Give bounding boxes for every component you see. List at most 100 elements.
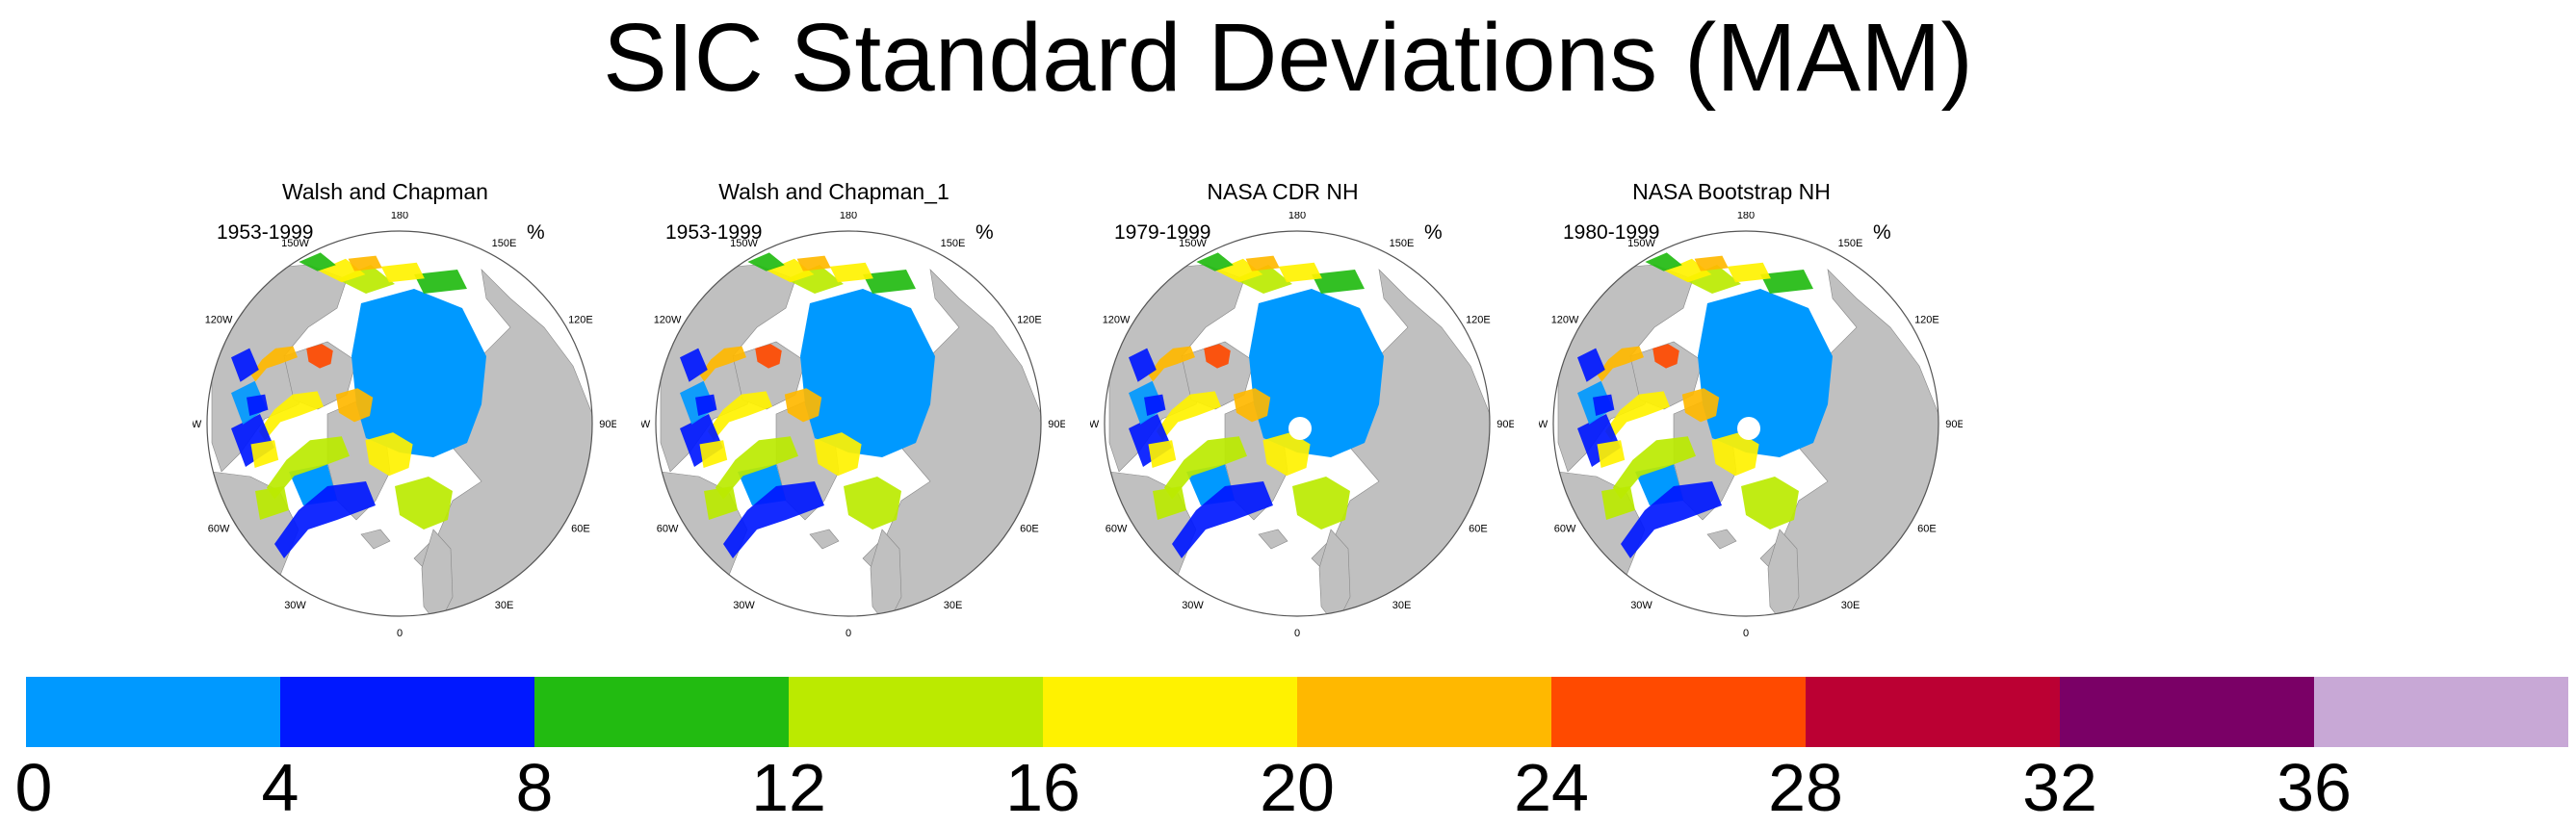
sd-band — [1604, 391, 1670, 441]
longitude-label: 180 — [1288, 212, 1306, 221]
sd-band — [1233, 388, 1271, 423]
sd-band — [1652, 344, 1679, 369]
longitude-label: 0 — [846, 628, 851, 639]
sd-band — [258, 391, 324, 441]
sd-band — [863, 270, 916, 294]
longitude-label: 180 — [840, 212, 857, 221]
sd-band — [318, 258, 366, 283]
land-mass — [360, 529, 391, 550]
sd-band — [274, 481, 376, 558]
longitude-label: 90W — [641, 419, 651, 430]
sd-band — [380, 262, 425, 283]
sd-band — [1215, 258, 1263, 283]
sd-band — [829, 262, 873, 283]
sd-band — [1196, 252, 1234, 271]
sd-band — [1577, 348, 1605, 382]
longitude-label: 0 — [1294, 628, 1300, 639]
longitude-label: 30W — [1182, 600, 1204, 611]
polar-map: 180 150E 120E 90E 60E 30E 0 30W 60W 90W 120W 150W — [1539, 212, 1963, 639]
page-title: SIC Standard Deviations (MAM) — [603, 4, 1973, 112]
longitude-label: 150W — [730, 238, 758, 249]
sd-band — [1727, 262, 1771, 283]
sd-band — [1612, 436, 1696, 500]
colorbar-segment — [1043, 677, 1298, 747]
sd-band — [1741, 477, 1799, 530]
longitude-label: 150E — [1838, 238, 1863, 249]
longitude-label: 180 — [1737, 212, 1755, 221]
colorbar-tick-label: 32 — [2022, 750, 2097, 825]
sd-band — [1172, 481, 1273, 558]
panel-title: Walsh and Chapman — [282, 179, 488, 204]
sd-band — [1760, 270, 1813, 294]
colorbar-segment — [1806, 677, 2061, 747]
longitude-label: 150E — [492, 238, 517, 249]
map-boundary — [1104, 230, 1491, 617]
longitude-label: 90W — [1090, 419, 1100, 430]
longitude-label: 90W — [193, 419, 202, 430]
sd-band — [814, 432, 862, 477]
longitude-label: 60W — [1554, 524, 1576, 535]
sd-band — [1245, 255, 1280, 271]
longitude-label: 30W — [1630, 600, 1652, 611]
sd-band — [1235, 265, 1292, 294]
sd-band — [723, 481, 824, 558]
sd-band — [796, 255, 831, 271]
sd-band — [1683, 265, 1741, 294]
sd-band — [1593, 394, 1615, 416]
panel-units: % — [1424, 221, 1443, 244]
sd-band — [695, 394, 717, 416]
colorbar-segment — [1297, 677, 1552, 747]
colorbar-segment — [26, 677, 281, 747]
longitude-label: 30W — [733, 600, 755, 611]
colorbar-tick-label: 24 — [1514, 750, 1589, 825]
longitude-label: 60E — [1469, 524, 1488, 535]
longitude-label: 90E — [1048, 419, 1065, 430]
sd-band — [1204, 344, 1231, 369]
sd-band — [784, 388, 822, 423]
map-boundary — [1552, 230, 1939, 617]
longitude-label: 60E — [1020, 524, 1039, 535]
longitude-label: 150W — [281, 238, 309, 249]
sd-band — [266, 436, 350, 500]
map-panel: Walsh and Chapman 180 150E 120E 90E 60E 30E 0 30… — [193, 173, 626, 639]
sd-band — [348, 255, 382, 271]
longitude-label: 120W — [654, 315, 682, 326]
longitude-label: 60E — [1917, 524, 1937, 535]
sd-band — [250, 346, 298, 382]
colorbar — [26, 677, 2568, 747]
map-panel: NASA CDR NH 180 150E 120E 90E 60E 30E 0 30W 60W 90… — [1090, 173, 1523, 639]
longitude-label: 30W — [284, 600, 306, 611]
colorbar-tick-label: 0 — [14, 750, 53, 825]
arctic-ice-low-sd — [351, 289, 486, 457]
map-panel: Walsh and Chapman_1 180 150E 120E 90E 60E 30E 0… — [641, 173, 1075, 639]
sd-band — [1163, 436, 1247, 500]
sd-band — [1621, 481, 1722, 558]
sd-band — [395, 477, 453, 530]
sd-band — [1694, 255, 1729, 271]
colorbar-segment — [2314, 677, 2568, 747]
panel-title: Walsh and Chapman_1 — [718, 179, 950, 204]
panel-period: 1953-1999 — [665, 221, 763, 244]
longitude-label: 90E — [599, 419, 616, 430]
colorbar-tick-label: 16 — [1005, 750, 1080, 825]
longitude-label: 120E — [1914, 315, 1939, 326]
longitude-label: 90E — [1496, 419, 1514, 430]
longitude-label: 120E — [1017, 315, 1042, 326]
longitude-label: 120W — [1103, 315, 1131, 326]
pole-hole — [1737, 417, 1760, 440]
panel-title: NASA Bootstrap NH — [1632, 179, 1831, 204]
colorbar-tick-label: 12 — [751, 750, 826, 825]
sd-band — [767, 258, 815, 283]
sd-band — [755, 344, 782, 369]
longitude-label: 120E — [568, 315, 593, 326]
sd-band — [680, 348, 708, 382]
sd-band — [786, 265, 844, 294]
arctic-ice-low-sd — [1698, 289, 1833, 457]
sd-band — [1711, 432, 1759, 477]
longitude-label: 0 — [1743, 628, 1749, 639]
longitude-label: 150W — [1627, 238, 1655, 249]
colorbar-tick-label: 4 — [261, 750, 299, 825]
sd-band — [844, 477, 901, 530]
sd-band — [699, 440, 728, 468]
land-mass — [809, 529, 840, 550]
